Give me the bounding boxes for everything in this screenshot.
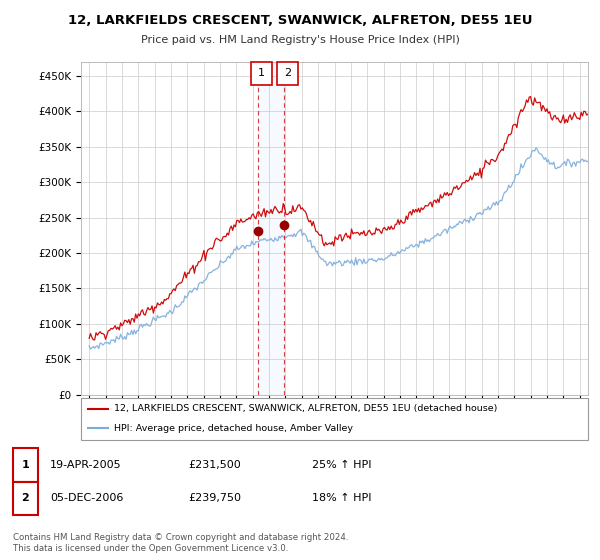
Text: 05-DEC-2006: 05-DEC-2006 [50,493,124,503]
FancyBboxPatch shape [81,398,588,440]
Text: 1: 1 [257,68,265,78]
Text: 12, LARKFIELDS CRESCENT, SWANWICK, ALFRETON, DE55 1EU (detached house): 12, LARKFIELDS CRESCENT, SWANWICK, ALFRE… [114,404,497,413]
FancyBboxPatch shape [277,62,298,85]
Text: 1: 1 [22,460,29,470]
Text: £239,750: £239,750 [188,493,241,503]
Text: 19-APR-2005: 19-APR-2005 [50,460,122,470]
FancyBboxPatch shape [13,482,38,515]
Text: £231,500: £231,500 [188,460,241,470]
Text: Contains HM Land Registry data © Crown copyright and database right 2024.
This d: Contains HM Land Registry data © Crown c… [13,534,349,553]
Text: 12, LARKFIELDS CRESCENT, SWANWICK, ALFRETON, DE55 1EU: 12, LARKFIELDS CRESCENT, SWANWICK, ALFRE… [68,14,532,27]
Text: 18% ↑ HPI: 18% ↑ HPI [312,493,371,503]
Text: Price paid vs. HM Land Registry's House Price Index (HPI): Price paid vs. HM Land Registry's House … [140,35,460,45]
Text: 2: 2 [22,493,29,503]
Text: 2: 2 [284,68,291,78]
FancyBboxPatch shape [251,62,272,85]
Text: HPI: Average price, detached house, Amber Valley: HPI: Average price, detached house, Ambe… [114,424,353,433]
FancyBboxPatch shape [13,448,38,482]
Bar [257,62,284,395]
Text: 25% ↑ HPI: 25% ↑ HPI [312,460,371,470]
